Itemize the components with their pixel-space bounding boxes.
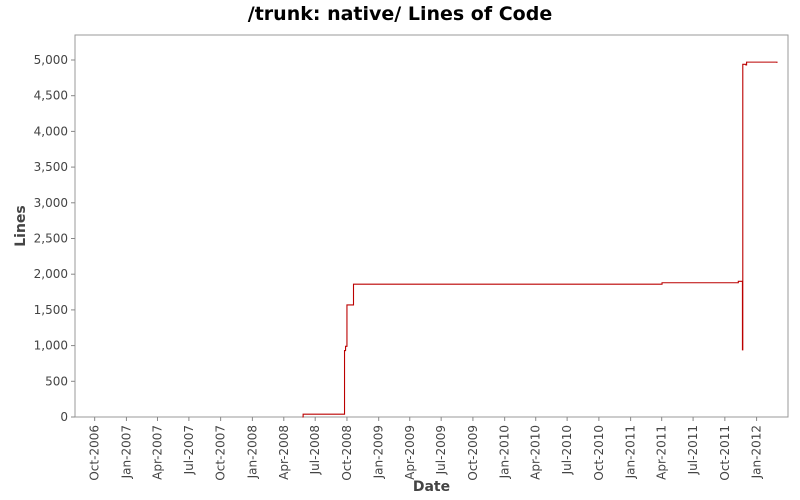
y-tick-label: 2,000 — [34, 267, 68, 281]
y-tick-label: 1,500 — [34, 303, 68, 317]
x-tick-label: Oct-2008 — [340, 425, 354, 481]
x-tick-label: Jul-2007 — [182, 425, 196, 475]
x-tick-label: Jul-2010 — [560, 425, 574, 475]
x-tick-label: Jan-2012 — [750, 425, 764, 479]
x-tick-label: Apr-2011 — [655, 425, 669, 480]
x-tick-label: Apr-2010 — [529, 425, 543, 480]
y-tick-label: 3,000 — [34, 196, 68, 210]
x-tick-label: Jan-2010 — [498, 425, 512, 479]
y-axis-title: Lines — [13, 205, 29, 247]
series-line — [302, 61, 778, 418]
x-tick-label: Oct-2009 — [466, 425, 480, 481]
series-layer — [302, 61, 778, 418]
y-tick-label: 0 — [60, 410, 68, 424]
y-tick-label: 3,500 — [34, 160, 68, 174]
x-tick-label: Jul-2009 — [434, 425, 448, 475]
x-tick-label: Jan-2011 — [624, 425, 638, 479]
y-axis: 0 500 1,000 1,500 2,000 2,500 3,000 3,500 4,000 4… — [34, 53, 75, 424]
y-tick-label: 5,000 — [34, 53, 68, 67]
x-tick-label: Jan-2008 — [245, 425, 259, 479]
y-tick-label: 1,000 — [34, 339, 68, 353]
x-tick-label: Jan-2007 — [119, 425, 133, 479]
x-axis: Oct-2006 Jan-2007 Apr-2007 Jul-2007 Oct-2007… — [88, 417, 764, 481]
x-tick-label: Apr-2009 — [403, 425, 417, 480]
y-tick-label: 2,500 — [34, 231, 68, 245]
x-tick-label: Oct-2010 — [592, 425, 606, 481]
plot-area — [74, 34, 789, 418]
x-tick-label: Apr-2007 — [150, 425, 164, 480]
chart-title: /trunk: native/ Lines of Code — [247, 3, 553, 25]
y-tick-label: 4,000 — [34, 124, 68, 138]
x-tick-label: Jul-2008 — [308, 425, 322, 475]
x-tick-label: Oct-2007 — [214, 425, 228, 481]
y-tick-label: 500 — [45, 374, 68, 388]
y-tick-label: 4,500 — [34, 89, 68, 103]
x-axis-title: Date — [413, 479, 450, 495]
x-tick-label: Jan-2009 — [372, 425, 386, 479]
x-tick-label: Apr-2008 — [277, 425, 291, 480]
x-tick-label: Jul-2011 — [686, 425, 700, 475]
x-tick-label: Oct-2011 — [718, 425, 732, 481]
x-tick-label: Oct-2006 — [88, 425, 102, 481]
